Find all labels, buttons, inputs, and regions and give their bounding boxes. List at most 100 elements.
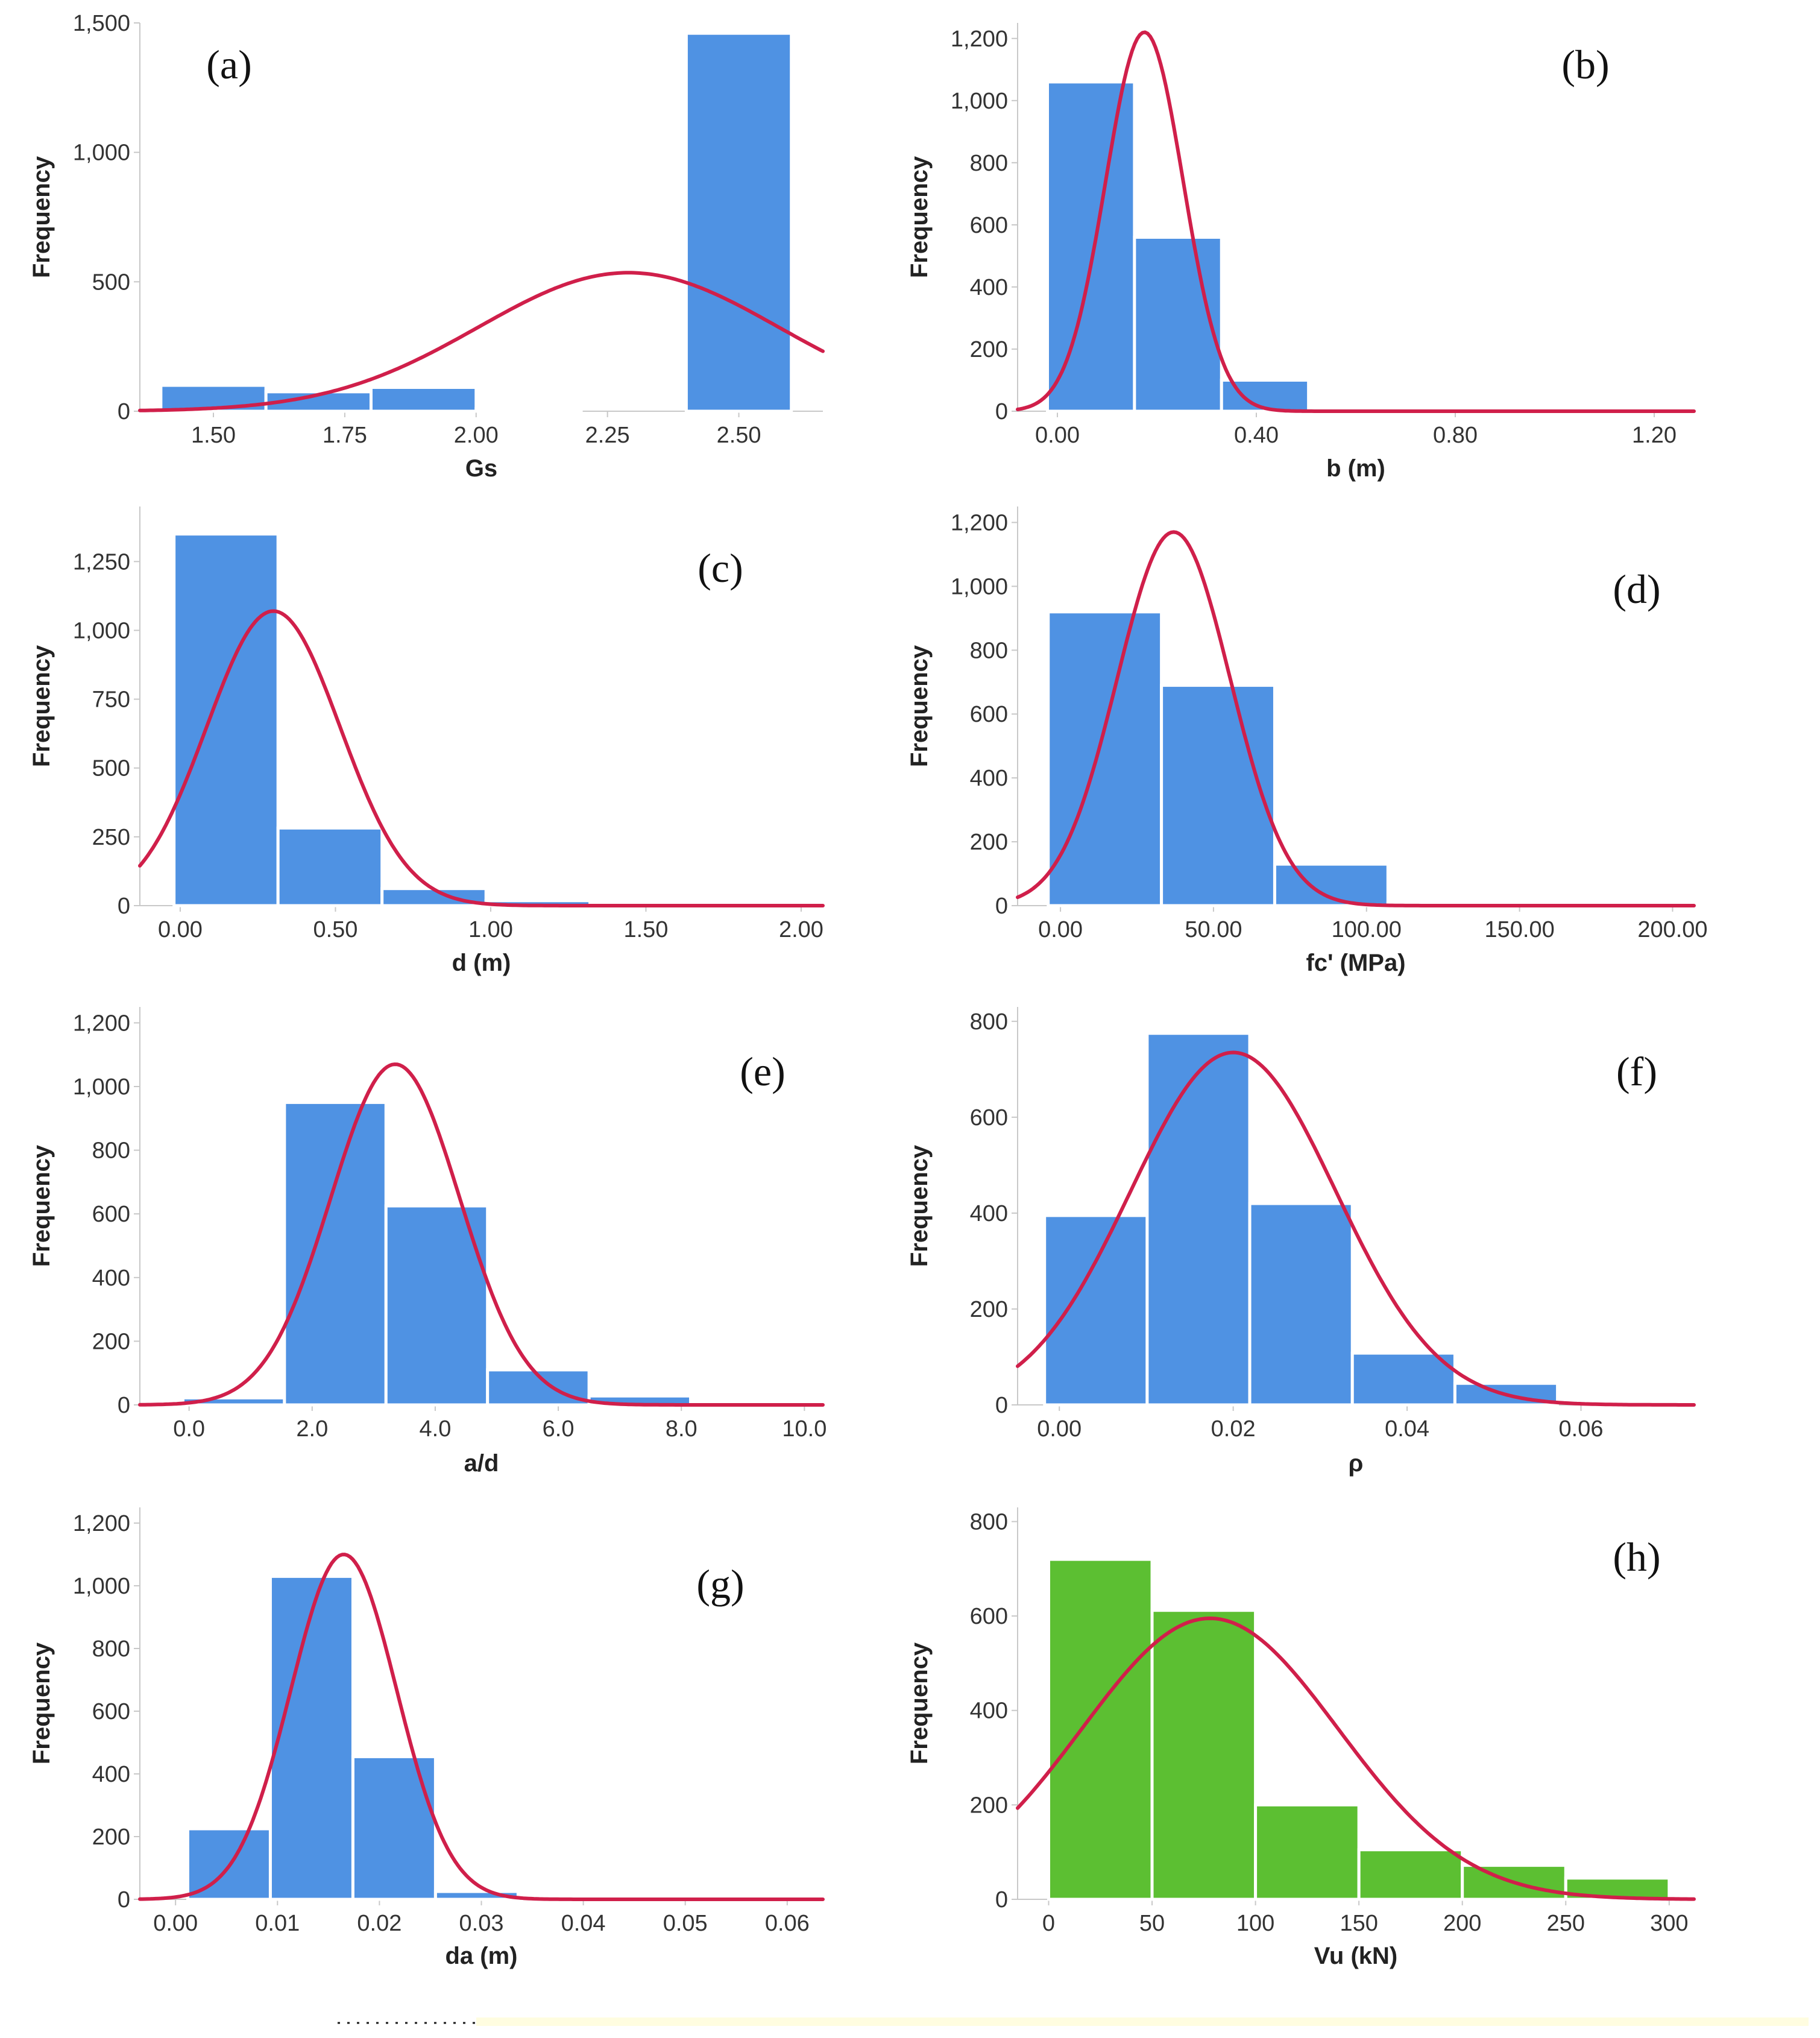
x-tick-label: 0.03 — [459, 1911, 504, 1936]
x-tick-label: 0 — [1042, 1911, 1055, 1936]
y-tick-label: 400 — [970, 1699, 1008, 1724]
histogram-bar — [351, 1755, 437, 1901]
x-tick-label: 150.00 — [1484, 917, 1554, 942]
x-axis-title: fc' (MPa) — [1306, 950, 1405, 976]
y-tick-label: 200 — [92, 1329, 130, 1354]
y-axis-title: Frequency — [28, 1642, 55, 1764]
y-tick-label: 600 — [970, 1105, 1008, 1131]
x-tick-label: 50.00 — [1185, 917, 1242, 942]
y-tick-label: 800 — [92, 1138, 130, 1164]
x-axis-title: b (m) — [1326, 455, 1385, 482]
x-tick-label: 4.0 — [420, 1416, 452, 1442]
x-tick-label: 1.50 — [191, 423, 236, 448]
panel-label: (g) — [696, 1561, 744, 1607]
x-tick-label: 0.00 — [153, 1911, 198, 1936]
histogram-bar — [1160, 684, 1276, 907]
x-tick-label: 300 — [1650, 1911, 1688, 1936]
x-tick-label: 0.0 — [173, 1416, 205, 1442]
y-tick-label: 800 — [970, 1009, 1008, 1035]
histogram-bar — [474, 407, 583, 413]
y-tick-label: 1,000 — [73, 140, 130, 166]
normal-curve — [1016, 30, 1696, 413]
y-tick-label: 800 — [970, 638, 1008, 663]
y-tick-label: 800 — [970, 1509, 1008, 1535]
panel-label: (c) — [697, 545, 743, 591]
y-tick-label: 1,200 — [951, 27, 1008, 52]
x-tick-label: 0.80 — [1433, 423, 1478, 448]
normal-curve — [1016, 530, 1696, 907]
x-tick-label: 8.0 — [666, 1416, 697, 1442]
x-tick-label: 0.00 — [1038, 917, 1083, 942]
y-tick-label: 600 — [970, 213, 1008, 238]
y-tick-label: 200 — [970, 1297, 1008, 1322]
normal-curve — [138, 1553, 825, 1901]
x-tick-label: 50 — [1139, 1911, 1165, 1936]
y-tick-label: 800 — [970, 151, 1008, 176]
panel-c: 0 250 500 750 1,000 1,250 0.00 0.50 1.00 1.50 2.00… — [28, 506, 825, 976]
x-axis-title: da (m) — [446, 1943, 518, 1969]
x-tick-label: 0.01 — [255, 1911, 300, 1936]
histogram-bar — [1043, 1214, 1149, 1407]
histogram-bar — [1248, 1202, 1354, 1407]
y-tick-label: 1,000 — [73, 618, 130, 643]
y-tick-label: 200 — [92, 1825, 130, 1850]
x-tick-label: 0.05 — [663, 1911, 708, 1936]
x-axis-title: ρ — [1349, 1450, 1364, 1477]
y-tick-label: 1,200 — [73, 1011, 130, 1036]
histogram-bar — [1220, 378, 1311, 413]
y-tick-label: 1,000 — [951, 574, 1008, 599]
x-tick-label: 0.06 — [765, 1911, 810, 1936]
y-tick-label: 400 — [92, 1762, 130, 1787]
x-tick-label: 0.00 — [1037, 1416, 1082, 1442]
y-tick-label: 400 — [970, 766, 1008, 791]
histogram-bar — [1047, 610, 1163, 907]
panel-label: (d) — [1613, 566, 1660, 612]
histogram-bar — [684, 31, 793, 413]
normal-curve — [138, 1062, 825, 1407]
panel-label: (e) — [740, 1049, 785, 1094]
panel-label: (f) — [1616, 1049, 1657, 1094]
histogram-bar — [172, 532, 280, 907]
x-tick-label: 200.00 — [1637, 917, 1707, 942]
histogram-bar — [1047, 1557, 1154, 1901]
x-tick-label: 2.0 — [296, 1416, 328, 1442]
panel-b: 0 200 400 600 800 1,000 1,200 0.00 0.40 0.80 1.20 b… — [906, 23, 1696, 482]
y-tick-label: 600 — [92, 1699, 130, 1724]
histogram-bar — [369, 386, 478, 413]
y-axis-title: Frequency — [28, 645, 55, 767]
x-tick-label: 0.00 — [158, 917, 203, 942]
histogram-bar — [276, 826, 384, 907]
y-axis-title: Frequency — [28, 1144, 55, 1267]
y-tick-label: 0 — [118, 894, 130, 919]
histogram-bar — [1145, 1032, 1252, 1407]
x-axis-title: Vu (kN) — [1314, 1943, 1398, 1969]
panel-label: (a) — [206, 42, 251, 87]
y-tick-label: 1,000 — [951, 89, 1008, 114]
histogram-bar — [268, 1574, 354, 1901]
x-tick-label: 2.25 — [585, 423, 630, 448]
normal-curve — [138, 271, 825, 412]
panel-d: 0 200 400 600 800 1,000 1,200 0.00 50.00 100.00 15… — [906, 506, 1708, 976]
normal-curve — [1016, 1050, 1696, 1407]
y-tick-label: 600 — [92, 1202, 130, 1227]
x-tick-label: 250 — [1547, 1911, 1585, 1936]
panel-h: 0 200 400 600 800 0 50 100 150 200 250 300 Vu (kN) Fr… — [906, 1507, 1696, 1969]
y-tick-label: 600 — [970, 1604, 1008, 1629]
x-tick-label: 1.00 — [468, 917, 513, 942]
x-axis-title: Gs — [465, 455, 497, 482]
y-tick-label: 600 — [970, 702, 1008, 727]
x-tick-label: 150 — [1340, 1911, 1378, 1936]
y-tick-label: 1,200 — [73, 1511, 130, 1536]
panel-a: 0 500 1,000 1,500 1.50 1.75 2.00 2.25 2.50 Gs Freq… — [28, 11, 825, 482]
x-tick-label: 0.50 — [313, 917, 357, 942]
histogram-bar — [1254, 1803, 1361, 1901]
x-tick-label: 200 — [1443, 1911, 1481, 1936]
x-tick-label: 0.02 — [1211, 1416, 1256, 1442]
y-tick-label: 800 — [92, 1636, 130, 1662]
footer-highlight-band — [476, 2017, 1809, 2026]
x-tick-label: 1.50 — [623, 917, 668, 942]
y-tick-label: 400 — [970, 1201, 1008, 1226]
y-tick-label: 0 — [995, 399, 1008, 424]
